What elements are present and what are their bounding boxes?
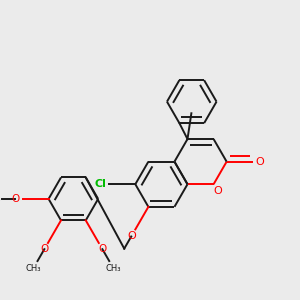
Text: O: O [128, 231, 136, 241]
Text: Cl: Cl [94, 179, 106, 189]
Text: O: O [40, 244, 49, 254]
Text: CH₃: CH₃ [0, 194, 1, 203]
Text: O: O [213, 186, 222, 196]
Text: CH₃: CH₃ [106, 264, 121, 273]
Text: CH₃: CH₃ [26, 264, 41, 273]
Text: O: O [256, 157, 264, 166]
Text: O: O [11, 194, 20, 204]
Text: O: O [98, 244, 106, 254]
